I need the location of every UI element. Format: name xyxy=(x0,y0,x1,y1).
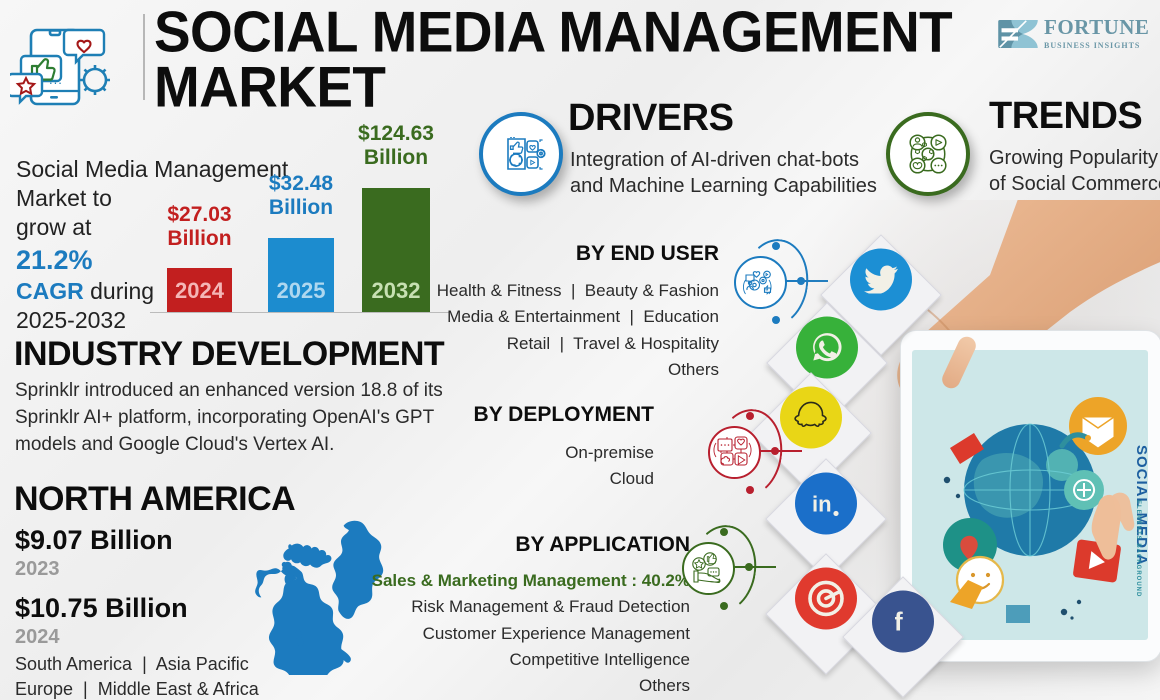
svg-text:f: f xyxy=(895,606,903,636)
svg-text:in: in xyxy=(812,491,832,516)
